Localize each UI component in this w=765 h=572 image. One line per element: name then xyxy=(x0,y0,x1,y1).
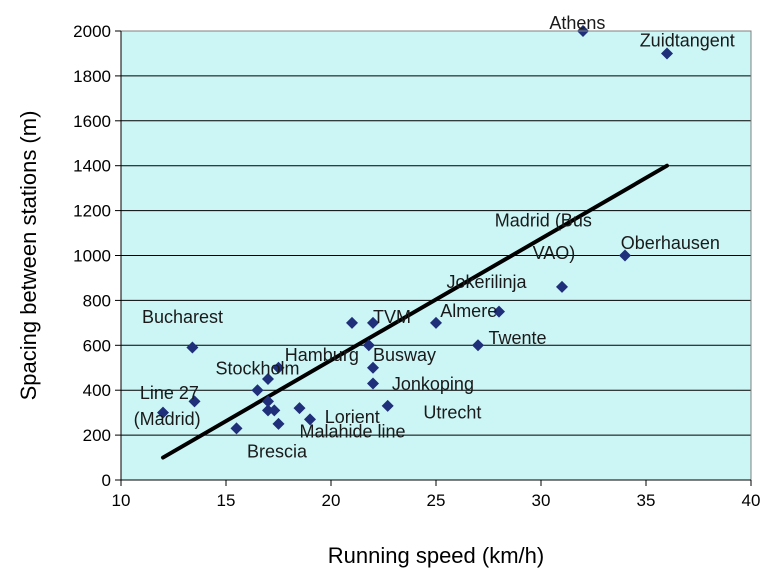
point-label: Madrid (Bus xyxy=(495,210,592,230)
point-label: Lorient xyxy=(325,407,380,427)
data-point xyxy=(304,413,316,426)
y-tick-label: 1000 xyxy=(73,247,111,266)
point-label: Jonkoping xyxy=(392,374,474,394)
y-tick-label: 1600 xyxy=(73,112,111,131)
x-tick-label: 20 xyxy=(322,491,341,510)
point-label: Almere xyxy=(440,301,497,321)
data-point xyxy=(346,316,358,329)
point-label: Hamburg xyxy=(285,345,359,365)
data-point xyxy=(251,384,264,397)
data-point xyxy=(268,404,281,417)
data-point xyxy=(493,305,505,318)
axes: 0 200 400 600 800 1000 1200 1400 1600 1800 2000 10 1… xyxy=(73,22,760,510)
point-label: Utrecht xyxy=(423,402,481,422)
y-tick-label: 200 xyxy=(83,426,111,445)
point-label: Zuidtangent xyxy=(640,31,735,51)
x-axis-title: Running speed (km/h) xyxy=(328,543,544,568)
data-point xyxy=(556,280,568,293)
data-point xyxy=(367,316,379,329)
x-tick-label: 40 xyxy=(742,491,761,510)
y-tick-label: 1400 xyxy=(73,157,111,176)
data-point xyxy=(661,47,673,60)
point-label: Brescia xyxy=(247,442,308,462)
point-label: Bucharest xyxy=(142,307,223,327)
point-label: Athens xyxy=(549,13,605,33)
data-point xyxy=(262,395,274,408)
y-tick-label: 1200 xyxy=(73,202,111,221)
point-annotations: Athens Zuidtangent Madrid (Bus VAO) Oberhaus… xyxy=(134,13,735,462)
data-point xyxy=(272,361,285,374)
point-label: Malahide line xyxy=(300,421,406,441)
point-label: Oberhausen xyxy=(621,233,720,253)
y-tick-label: 800 xyxy=(83,291,111,310)
point-label: TVM xyxy=(373,307,411,327)
y-tick-label: 2000 xyxy=(73,22,111,41)
data-points xyxy=(157,25,673,435)
data-point xyxy=(381,399,394,412)
point-label: (Madrid) xyxy=(134,409,201,429)
data-point xyxy=(157,406,169,419)
point-label: Busway xyxy=(373,345,436,365)
data-point xyxy=(262,404,274,417)
data-point xyxy=(367,377,379,390)
point-label: Stockholm xyxy=(216,358,300,378)
data-point xyxy=(272,417,285,430)
x-tick-label: 30 xyxy=(532,491,551,510)
data-point xyxy=(362,339,375,352)
y-tick-label: 600 xyxy=(83,336,111,355)
trendline xyxy=(161,163,669,460)
data-point xyxy=(619,249,631,262)
y-tick-label: 1800 xyxy=(73,67,111,86)
x-tick-label: 25 xyxy=(427,491,446,510)
data-point xyxy=(472,339,484,352)
trendline-layer xyxy=(161,163,669,460)
x-tick-label: 15 xyxy=(217,491,236,510)
data-point xyxy=(186,341,199,354)
x-tick-label: 10 xyxy=(112,491,131,510)
y-tick-label: 400 xyxy=(83,381,111,400)
data-point xyxy=(230,422,243,435)
data-point xyxy=(262,372,274,385)
data-point xyxy=(367,361,379,374)
data-point xyxy=(293,402,306,415)
data-point xyxy=(188,395,201,408)
y-tick-label: 0 xyxy=(102,471,111,490)
point-label: Line 27 xyxy=(140,383,199,403)
y-axis-title: Spacing between stations (m) xyxy=(16,111,41,401)
data-point xyxy=(430,316,442,329)
point-label: Jokerilinja xyxy=(447,272,528,292)
point-label: VAO) xyxy=(533,243,576,263)
x-tick-label: 35 xyxy=(637,491,656,510)
point-label: Twente xyxy=(489,328,547,348)
